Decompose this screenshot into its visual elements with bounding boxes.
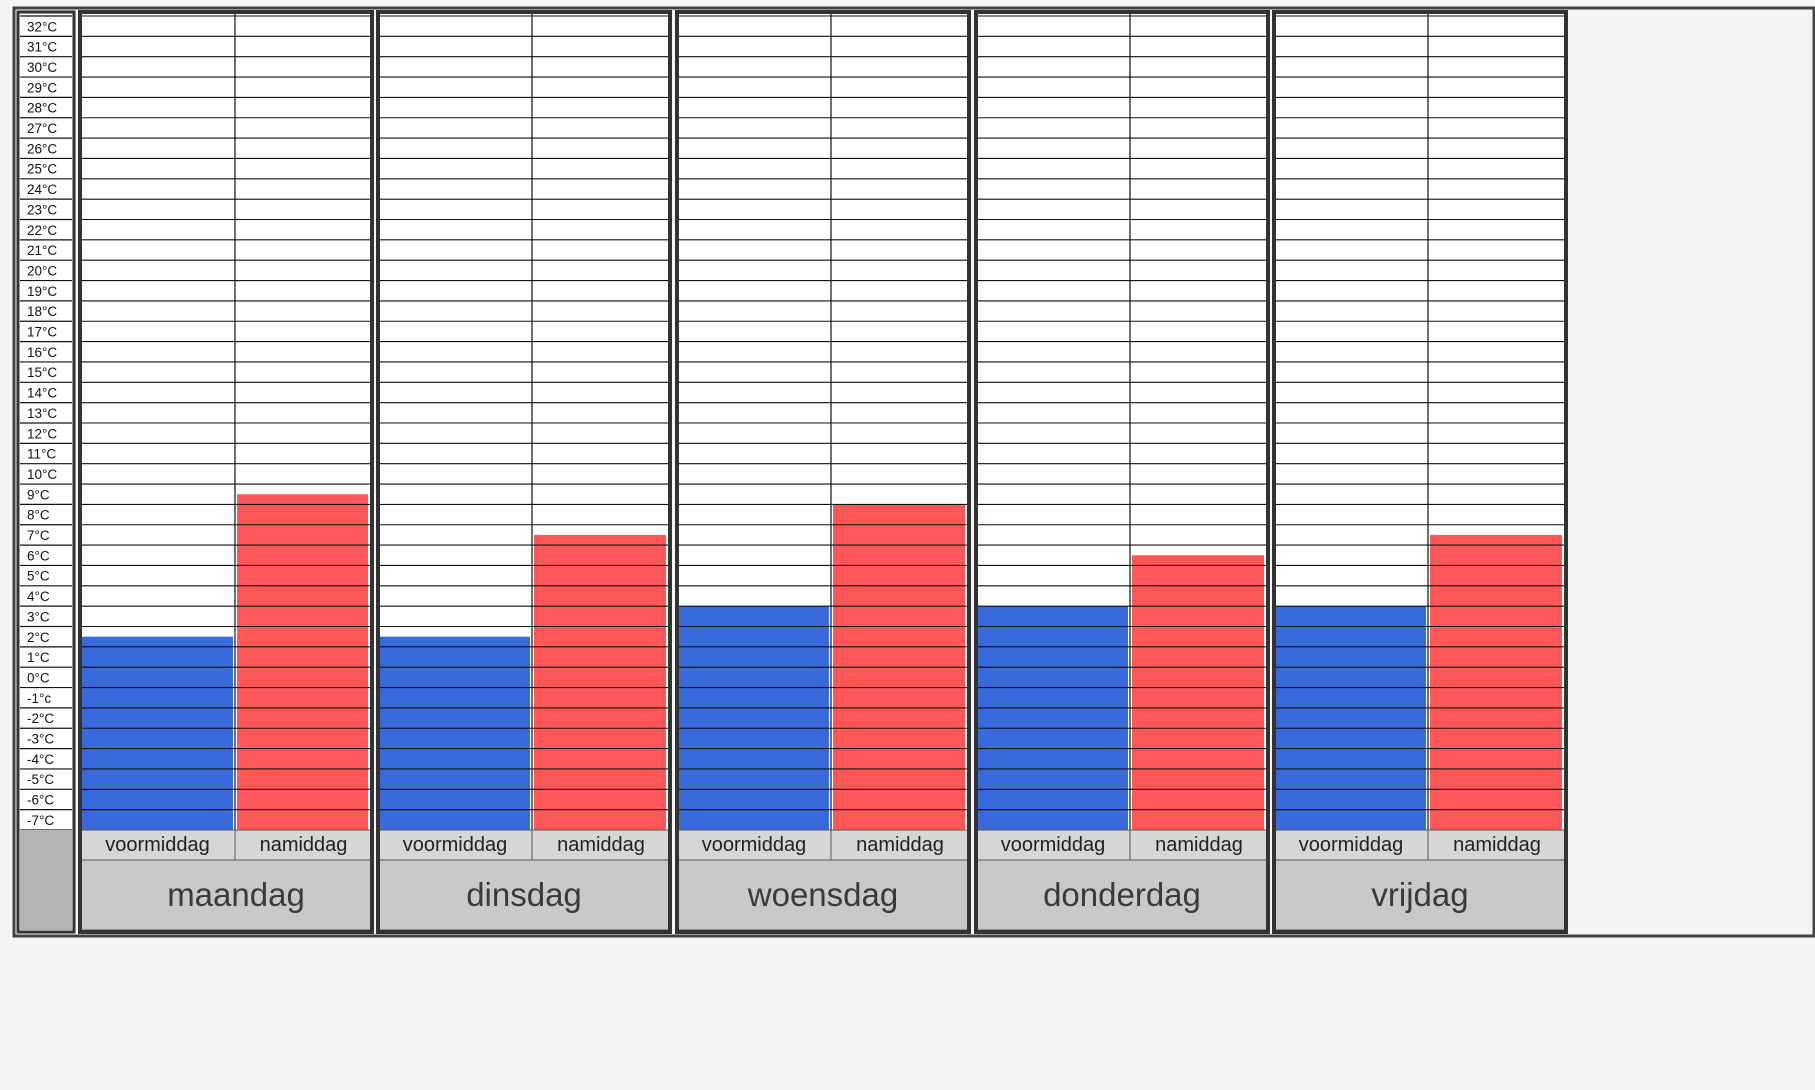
y-tick-label: 20°C xyxy=(27,263,57,278)
day-label-maandag: maandag xyxy=(167,876,305,913)
y-tick-label: 6°C xyxy=(27,548,50,563)
y-tick-label: -5°C xyxy=(27,772,54,787)
y-tick-label: -4°C xyxy=(27,752,54,767)
day-band xyxy=(377,859,671,931)
y-axis-footer-band xyxy=(20,830,72,930)
y-tick-label: -2°C xyxy=(27,711,54,726)
period-label-voormiddag: voormiddag xyxy=(1001,834,1106,856)
day-band xyxy=(1273,859,1567,931)
day-band xyxy=(79,859,373,931)
day-panel-frame xyxy=(78,10,374,934)
y-tick-label: -3°C xyxy=(27,732,54,747)
y-tick-label: 22°C xyxy=(27,223,57,238)
y-axis-frame xyxy=(16,10,76,934)
y-tick-label: 29°C xyxy=(27,80,57,95)
bar-dinsdag-namiddag xyxy=(534,534,666,830)
bar-vrijdag-namiddag xyxy=(1430,534,1562,830)
period-label-namiddag: namiddag xyxy=(1453,834,1541,856)
period-label-voormiddag: voormiddag xyxy=(105,834,210,856)
y-tick-label: 26°C xyxy=(27,141,57,156)
period-label-voormiddag: voormiddag xyxy=(403,834,508,856)
y-tick-label: 19°C xyxy=(27,284,57,299)
y-tick-label: 14°C xyxy=(27,386,57,401)
y-tick-label: 21°C xyxy=(27,243,57,258)
y-tick-label: 9°C xyxy=(27,487,50,502)
y-tick-label: 1°C xyxy=(27,650,50,665)
bar-woensdag-voormiddag xyxy=(679,606,829,830)
bar-donderdag-namiddag xyxy=(1132,555,1264,830)
day-panel-frame xyxy=(376,10,672,934)
y-tick-label: 16°C xyxy=(27,345,57,360)
day-panel-frame xyxy=(1272,10,1568,934)
y-tick-label: 10°C xyxy=(27,467,57,482)
y-tick-label: 32°C xyxy=(27,19,57,34)
period-label-namiddag: namiddag xyxy=(557,834,645,856)
y-tick-label: 30°C xyxy=(27,60,57,75)
y-tick-label: 12°C xyxy=(27,426,57,441)
period-label-voormiddag: voormiddag xyxy=(702,834,807,856)
day-label-dinsdag: dinsdag xyxy=(466,876,582,913)
day-label-donderdag: donderdag xyxy=(1043,876,1201,913)
period-label-namiddag: namiddag xyxy=(1155,834,1243,856)
period-label-namiddag: namiddag xyxy=(856,834,944,856)
period-label-voormiddag: voormiddag xyxy=(1299,834,1404,856)
y-tick-label: 8°C xyxy=(27,508,50,523)
y-tick-label: 18°C xyxy=(27,304,57,319)
bar-vrijdag-voormiddag xyxy=(1276,606,1426,830)
y-tick-label: 4°C xyxy=(27,589,50,604)
y-tick-label: 3°C xyxy=(27,609,50,624)
bar-maandag-voormiddag xyxy=(82,636,233,830)
y-tick-label: 11°C xyxy=(27,447,56,462)
y-tick-label: 31°C xyxy=(27,40,57,55)
y-tick-label: 0°C xyxy=(27,670,50,685)
y-tick-label: 28°C xyxy=(27,101,57,116)
y-tick-label: 27°C xyxy=(27,121,57,136)
bar-donderdag-voormiddag xyxy=(978,606,1128,830)
bar-maandag-namiddag xyxy=(237,494,368,830)
day-label-woensdag: woensdag xyxy=(747,876,898,913)
y-tick-label: 23°C xyxy=(27,202,57,217)
y-tick-label: 25°C xyxy=(27,162,57,177)
y-tick-label: 5°C xyxy=(27,569,50,584)
period-label-namiddag: namiddag xyxy=(260,834,348,856)
day-panel-frame xyxy=(675,10,971,934)
day-label-vrijdag: vrijdag xyxy=(1371,876,1468,913)
y-tick-label: 13°C xyxy=(27,406,57,421)
y-tick-label: -1°c xyxy=(27,691,51,706)
y-tick-label: -6°C xyxy=(27,793,54,808)
outer-frame xyxy=(12,6,1815,938)
y-tick-label: 2°C xyxy=(27,630,50,645)
y-tick-label: -7°C xyxy=(27,813,54,828)
day-panel-frame xyxy=(974,10,1270,934)
y-tick-label: 7°C xyxy=(27,528,50,543)
y-tick-label: 15°C xyxy=(27,365,57,380)
y-tick-label: 24°C xyxy=(27,182,57,197)
y-tick-label: 17°C xyxy=(27,325,57,340)
day-band xyxy=(676,859,970,931)
period-band xyxy=(377,829,671,861)
bar-dinsdag-voormiddag xyxy=(380,636,530,830)
